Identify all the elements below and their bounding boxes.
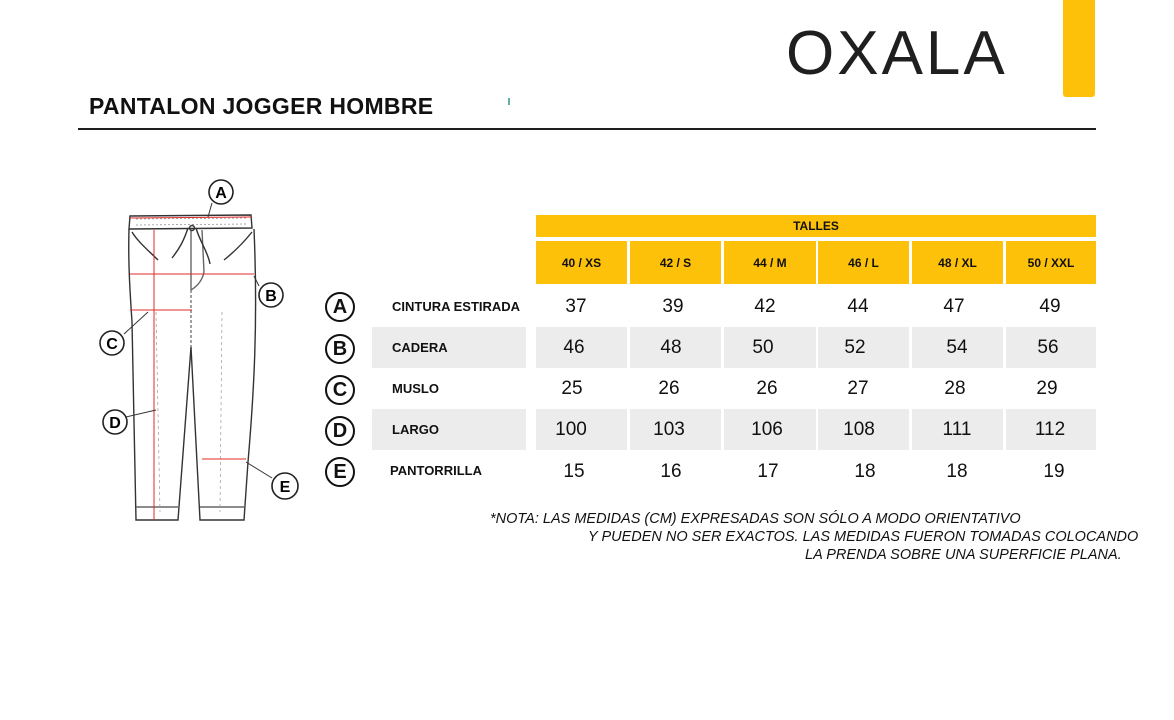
row-bg-cell xyxy=(912,409,1003,450)
leader-lines xyxy=(123,202,273,479)
row-marker-d: D xyxy=(325,416,355,446)
row-marker-c: C xyxy=(325,375,355,405)
pants-diagram: A B C D E xyxy=(99,179,299,521)
marker-b-label: B xyxy=(265,288,277,305)
marker-c: C xyxy=(99,330,125,356)
value-cell: 106 xyxy=(751,418,783,440)
value-cell: 48 xyxy=(660,336,682,358)
value-cell: 27 xyxy=(847,377,869,399)
size-header-xxl: 50 / XXL xyxy=(1006,241,1096,284)
row-bg-cell xyxy=(536,409,627,450)
row-bg-cell xyxy=(630,409,721,450)
row-label-cintura: CINTURA ESTIRADA xyxy=(392,299,521,314)
size-header-s: 42 / S xyxy=(630,241,721,284)
row-marker-b: B xyxy=(325,334,355,364)
diagram-markers: A B C D E xyxy=(99,179,299,500)
talles-header: TALLES xyxy=(536,215,1096,237)
row-bg-label xyxy=(372,327,526,368)
note-line-1: *NOTA: LAS MEDIDAS (CM) EXPRESADAS SON S… xyxy=(490,511,1021,527)
row-bg-cell xyxy=(724,327,816,368)
value-cell: 18 xyxy=(854,460,876,482)
value-cell: 39 xyxy=(662,295,684,317)
row-bg-cell xyxy=(818,327,909,368)
marker-e-label: E xyxy=(280,479,291,496)
measure-lines xyxy=(129,216,254,520)
row-bg-cell xyxy=(536,327,627,368)
brand-logo: OXALA xyxy=(786,19,1008,88)
value-cell: 50 xyxy=(752,336,774,358)
marker-a: A xyxy=(208,179,234,205)
note-line-3: LA PRENDA SOBRE UNA SUPERFICIE PLANA. xyxy=(805,547,1122,563)
row-label-largo: LARGO xyxy=(392,422,439,437)
row-label-muslo: MUSLO xyxy=(392,381,439,396)
size-header-xl: 48 / XL xyxy=(912,241,1003,284)
title-divider xyxy=(78,128,1096,130)
page-title: PANTALON JOGGER HOMBRE xyxy=(89,93,434,119)
value-cell: 54 xyxy=(946,336,968,358)
value-cell: 103 xyxy=(653,418,685,440)
value-cell: 28 xyxy=(944,377,966,399)
value-cell: 42 xyxy=(754,295,776,317)
value-cell: 15 xyxy=(563,460,585,482)
size-header-xs: 40 / XS xyxy=(536,241,627,284)
value-cell: 25 xyxy=(561,377,583,399)
marker-a-label: A xyxy=(215,185,227,202)
value-cell: 47 xyxy=(943,295,965,317)
value-cell: 26 xyxy=(756,377,778,399)
value-cell: 111 xyxy=(942,418,972,440)
marker-d: D xyxy=(102,409,128,435)
row-bg-label xyxy=(372,409,526,450)
value-cell: 52 xyxy=(844,336,866,358)
row-bg-cell xyxy=(818,409,909,450)
row-bg-cell xyxy=(1006,409,1096,450)
size-header-m: 44 / M xyxy=(724,241,816,284)
pants-outline xyxy=(128,214,257,521)
row-bg-cell xyxy=(724,409,816,450)
value-cell: 46 xyxy=(563,336,585,358)
accent-bar xyxy=(1063,0,1095,97)
value-cell: 49 xyxy=(1039,295,1061,317)
value-cell: 18 xyxy=(946,460,968,482)
decorative-mark xyxy=(508,98,510,105)
value-cell: 100 xyxy=(555,418,587,440)
value-cell: 37 xyxy=(565,295,587,317)
value-cell: 16 xyxy=(660,460,682,482)
value-cell: 112 xyxy=(1034,418,1066,440)
value-cell: 56 xyxy=(1037,336,1059,358)
row-bg-cell xyxy=(1006,327,1096,368)
row-bg-cell xyxy=(912,327,1003,368)
value-cell: 19 xyxy=(1043,460,1065,482)
value-cell: 44 xyxy=(847,295,869,317)
value-cell: 26 xyxy=(658,377,680,399)
row-bg-cell xyxy=(630,327,721,368)
value-cell: 108 xyxy=(843,418,875,440)
measurement-note: *NOTA: LAS MEDIDAS (CM) EXPRESADAS SON S… xyxy=(480,510,1152,564)
row-label-cadera: CADERA xyxy=(392,340,448,355)
marker-b: B xyxy=(258,282,284,308)
marker-c-label: C xyxy=(106,336,118,353)
row-label-pantorrilla: PANTORRILLA xyxy=(390,463,482,478)
value-cell: 29 xyxy=(1036,377,1058,399)
marker-d-label: D xyxy=(109,415,121,432)
value-cell: 17 xyxy=(757,460,779,482)
row-marker-a: A xyxy=(325,292,355,322)
size-header-l: 46 / L xyxy=(818,241,909,284)
note-line-2: Y PUEDEN NO SER EXACTOS. LAS MEDIDAS FUE… xyxy=(588,529,1139,545)
marker-e: E xyxy=(271,472,299,500)
row-marker-e: E xyxy=(325,457,355,487)
